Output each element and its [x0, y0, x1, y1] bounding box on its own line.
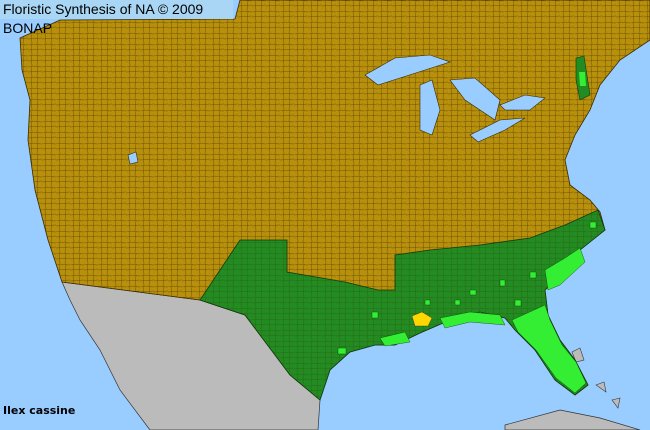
bahamas: [571, 347, 621, 409]
new-hampshire-counties: [579, 72, 586, 86]
great-lakes: [127, 54, 546, 165]
map-title: Floristic Synthesis of NA © 2009 BONAP: [0, 0, 233, 36]
species-label: Ilex cassine: [3, 404, 76, 417]
cuba: [504, 409, 641, 430]
rare-counties: [411, 311, 433, 327]
present-counties: [337, 221, 597, 394]
present-grid: [200, 210, 605, 400]
